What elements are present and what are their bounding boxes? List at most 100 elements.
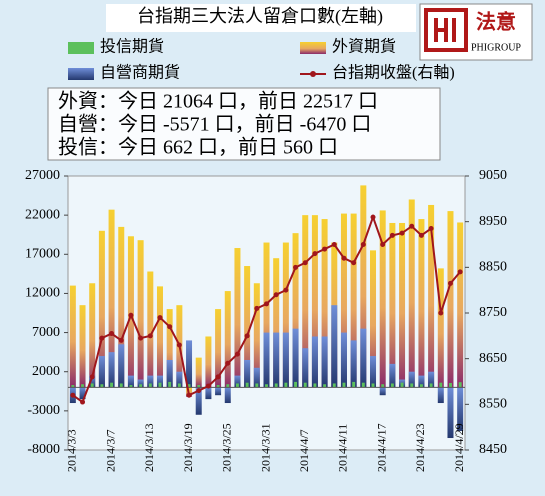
bar xyxy=(81,384,84,388)
bar xyxy=(294,381,298,388)
bar xyxy=(323,384,327,388)
bar xyxy=(282,332,289,388)
bar xyxy=(457,387,464,431)
legend-swatch xyxy=(310,71,316,77)
logo-sub: PHIGROUP xyxy=(471,42,521,53)
line-point xyxy=(215,374,221,380)
line-point xyxy=(147,333,153,339)
bar xyxy=(186,340,193,388)
logo-text: 法意 xyxy=(476,10,516,34)
bar xyxy=(156,286,163,388)
bar xyxy=(292,233,299,388)
bar xyxy=(408,199,415,388)
line-point xyxy=(225,360,231,366)
bar xyxy=(137,240,144,388)
bar xyxy=(331,305,338,388)
line-point xyxy=(244,333,250,339)
y2-tick-label: 8650 xyxy=(479,351,507,366)
line-point xyxy=(254,305,260,311)
y-tick-label: 27000 xyxy=(25,168,60,183)
bar xyxy=(449,382,452,388)
bar xyxy=(226,384,230,388)
bar xyxy=(419,384,423,388)
info-line: 投信：今日 662 口，前日 560 口 xyxy=(58,136,338,159)
bar xyxy=(428,371,435,388)
bar xyxy=(224,387,231,404)
x-tick-label: 2014/3/31 xyxy=(258,423,272,472)
bar xyxy=(350,213,357,388)
bar xyxy=(255,383,259,388)
line-point xyxy=(273,292,279,298)
bar xyxy=(292,328,299,388)
line-point xyxy=(109,331,115,337)
line-point xyxy=(389,232,395,238)
bar xyxy=(263,332,270,388)
line-point xyxy=(138,335,144,341)
bar xyxy=(379,387,386,396)
x-tick-label: 2014/3/25 xyxy=(220,423,234,472)
y-tick-label: 22000 xyxy=(25,207,60,222)
bar xyxy=(158,382,162,388)
bar xyxy=(187,384,191,388)
line-point xyxy=(99,335,105,341)
line-point xyxy=(157,315,163,321)
bar xyxy=(118,226,125,388)
line-point xyxy=(205,383,211,389)
bar xyxy=(234,248,241,388)
line-point xyxy=(322,246,328,252)
bar xyxy=(439,382,443,388)
bar xyxy=(100,384,104,388)
bar xyxy=(98,230,105,388)
title-box xyxy=(106,4,416,32)
bar xyxy=(352,381,356,388)
bar xyxy=(302,348,309,388)
line-point xyxy=(176,342,182,348)
line-point xyxy=(438,310,444,316)
bar xyxy=(457,222,464,388)
bar xyxy=(147,271,154,388)
bar xyxy=(390,383,394,388)
bar xyxy=(215,387,222,396)
line-point xyxy=(428,226,434,232)
bar xyxy=(379,210,386,388)
bar xyxy=(127,375,134,388)
bar xyxy=(399,222,406,388)
bar xyxy=(284,382,288,388)
bar xyxy=(321,336,328,388)
x-tick-label: 2014/4/7 xyxy=(297,429,311,472)
bar xyxy=(168,381,172,388)
legend-swatch xyxy=(68,42,94,54)
bar xyxy=(244,359,251,388)
bar xyxy=(458,382,462,388)
bar xyxy=(110,382,114,388)
bar xyxy=(119,383,123,388)
bar xyxy=(429,383,433,388)
y-tick-label: 7000 xyxy=(32,325,60,340)
legend-label: 自營商期貨 xyxy=(100,64,180,82)
info-line: 自營：今日 -5571 口，前日 -6470 口 xyxy=(58,113,371,136)
bar xyxy=(177,383,181,388)
line-point xyxy=(380,242,386,247)
bar xyxy=(253,283,260,388)
line-point xyxy=(264,301,269,307)
line-point xyxy=(80,399,86,405)
bar xyxy=(389,363,396,388)
line-point xyxy=(370,214,376,220)
bar xyxy=(245,382,249,388)
bar xyxy=(90,383,94,388)
line-point xyxy=(331,242,337,247)
y-tick-label: 2000 xyxy=(32,364,60,379)
line-point xyxy=(360,242,366,247)
bar xyxy=(418,219,425,388)
bar xyxy=(313,383,317,388)
legend-label: 台指期收盤(右軸) xyxy=(332,64,455,82)
bar xyxy=(342,382,346,388)
bar xyxy=(273,332,280,388)
x-tick-label: 2014/3/7 xyxy=(103,429,117,472)
bar xyxy=(195,357,202,388)
line-point xyxy=(351,260,357,266)
bar xyxy=(274,383,278,388)
bar xyxy=(244,266,251,388)
line-point xyxy=(447,280,453,286)
